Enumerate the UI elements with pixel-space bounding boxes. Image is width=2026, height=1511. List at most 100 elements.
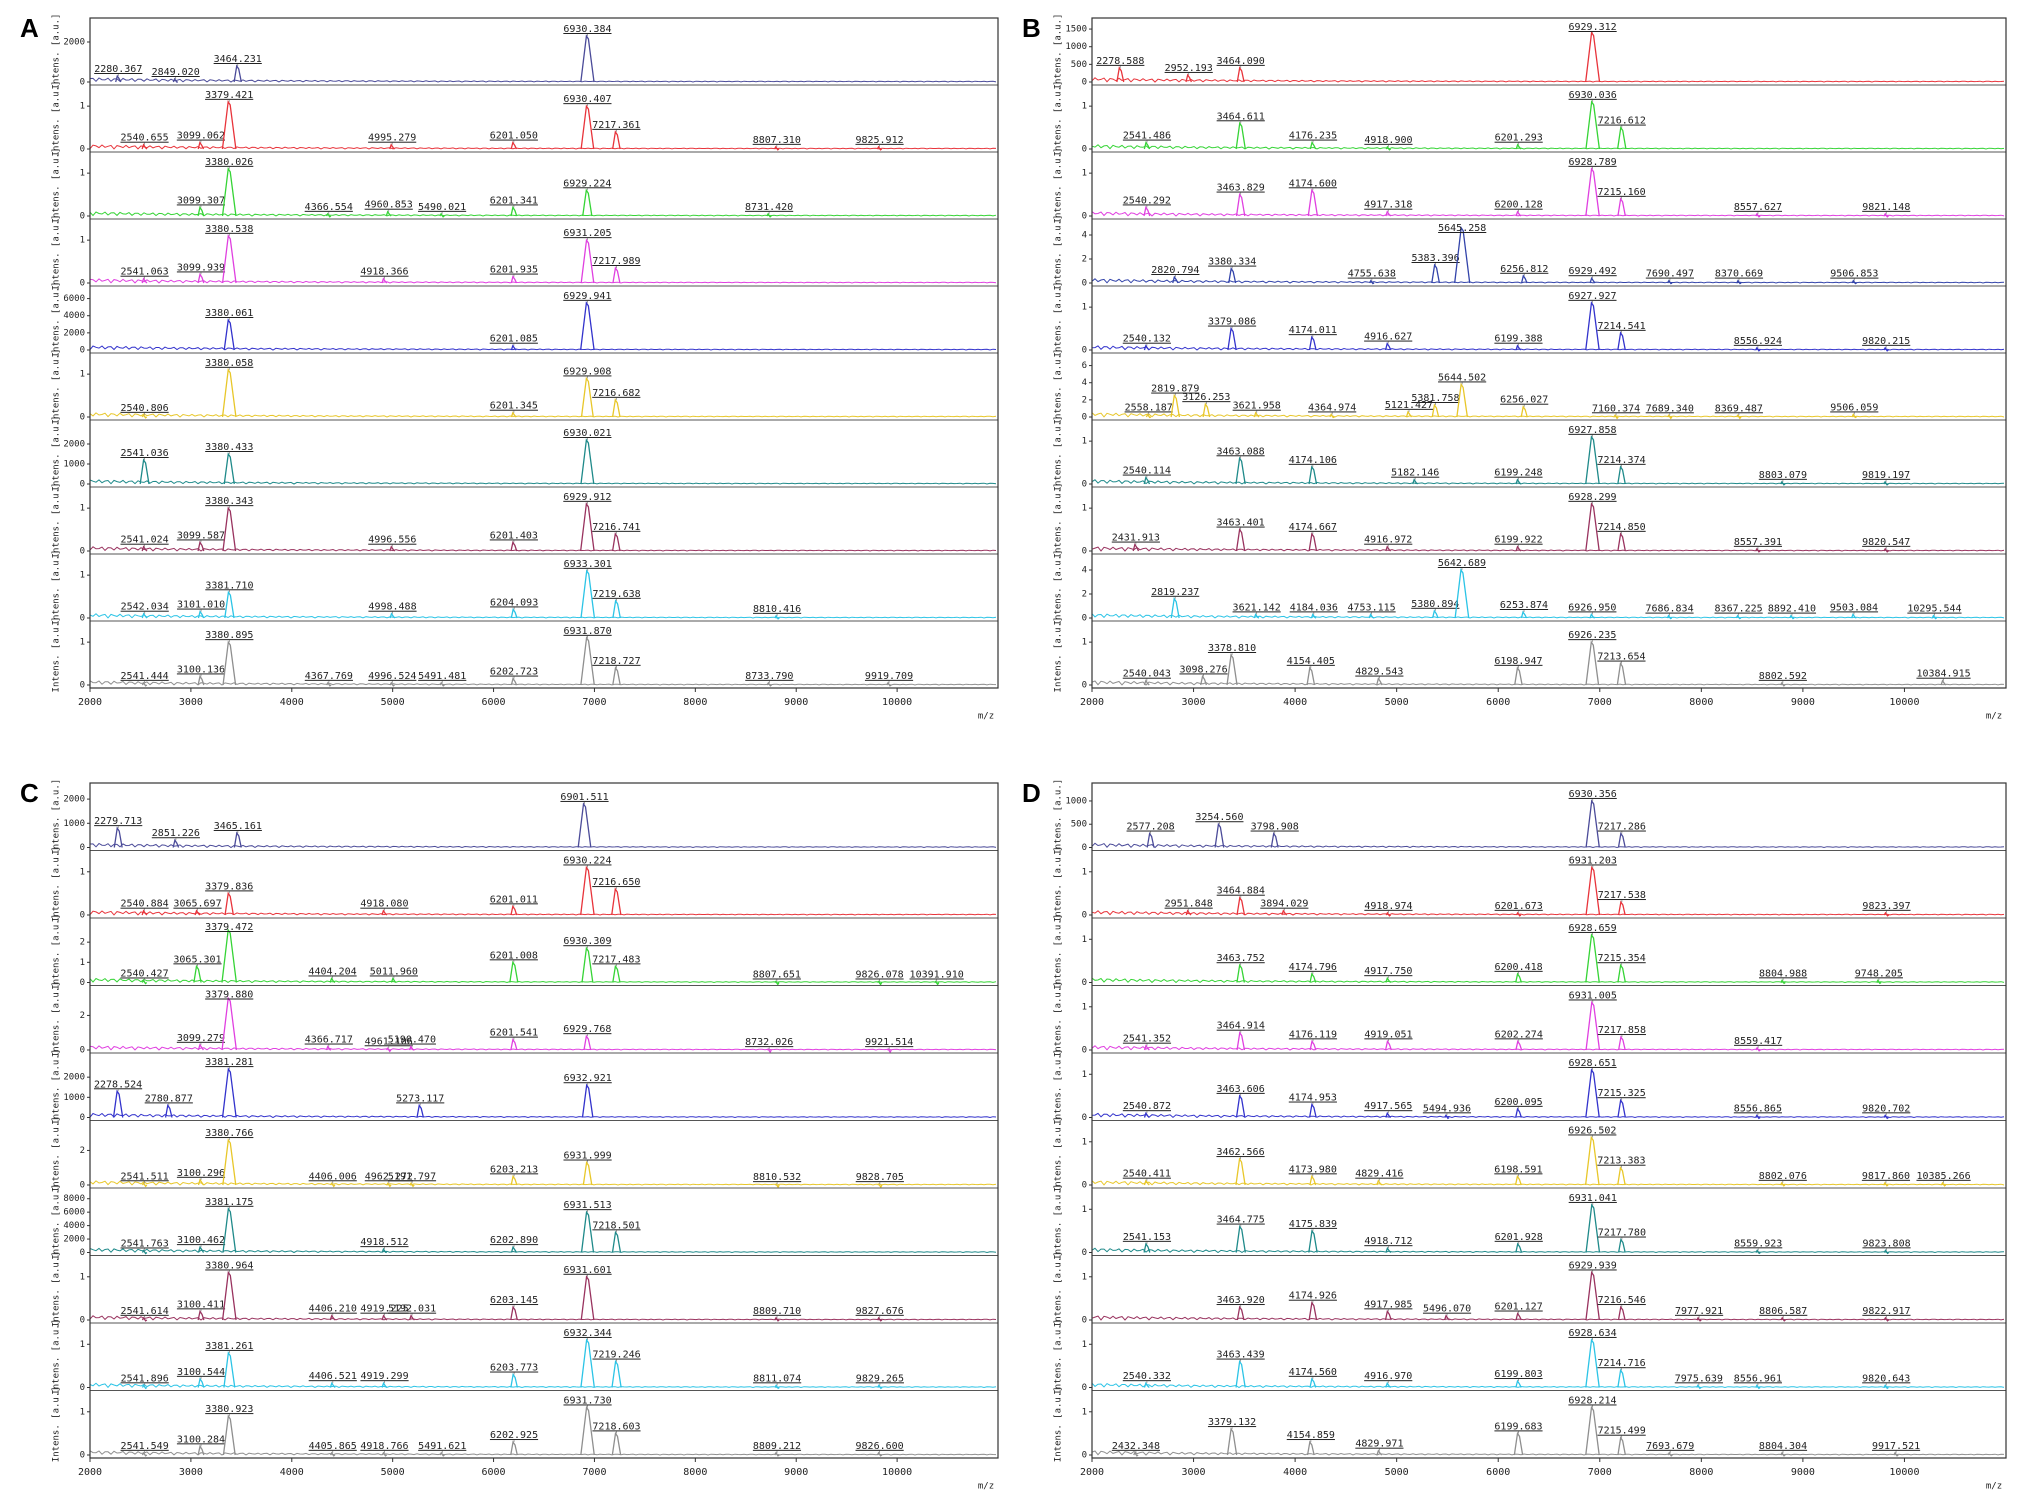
peak-label: 4918.366 bbox=[360, 267, 408, 278]
peak-label: 4962.272 bbox=[365, 1171, 413, 1182]
peak bbox=[1143, 1044, 1150, 1051]
y-tick-label: 0 bbox=[1082, 212, 1087, 222]
peak bbox=[325, 212, 332, 218]
peak bbox=[1308, 335, 1317, 351]
peak bbox=[1585, 30, 1601, 83]
peak-label: 6200.095 bbox=[1494, 1097, 1542, 1108]
peak-label: 7218.603 bbox=[592, 1421, 640, 1432]
peak bbox=[1515, 1311, 1522, 1321]
peak bbox=[934, 980, 940, 986]
peak bbox=[1585, 167, 1600, 217]
baseline bbox=[1091, 613, 2005, 619]
peak bbox=[580, 1405, 595, 1456]
peak-label: 8370.669 bbox=[1715, 269, 1763, 280]
peak bbox=[141, 1451, 148, 1457]
peak-label: 8806.587 bbox=[1759, 1306, 1807, 1317]
peak-label: 2819.237 bbox=[1151, 587, 1199, 598]
peak bbox=[580, 1210, 595, 1253]
peak bbox=[774, 1183, 780, 1189]
peak-label: 6201.935 bbox=[490, 265, 538, 276]
peak-label: 4919.051 bbox=[1364, 1029, 1412, 1040]
y-tick-label: 0 bbox=[1082, 78, 1087, 88]
peak-label: 9828.705 bbox=[856, 1172, 904, 1183]
peak bbox=[1385, 1381, 1392, 1388]
y-tick-label: 1 bbox=[80, 370, 85, 380]
x-tick-label: 3000 bbox=[179, 1467, 203, 1478]
peak bbox=[774, 1384, 780, 1390]
peak bbox=[221, 234, 237, 284]
peak-label: 3381.261 bbox=[205, 1341, 253, 1352]
peak bbox=[1454, 568, 1470, 619]
peak-label: 3463.752 bbox=[1217, 953, 1265, 964]
peak-label: 2542.034 bbox=[121, 602, 169, 613]
peak-label: 8556.924 bbox=[1734, 336, 1782, 347]
y-axis-label: Intens. [a.u.] bbox=[52, 1049, 62, 1125]
peak-label: 8809.212 bbox=[753, 1441, 801, 1452]
peak-label: 4917.750 bbox=[1364, 966, 1412, 977]
peak bbox=[1369, 279, 1375, 285]
peak bbox=[197, 1309, 205, 1321]
peak-label: 6927.927 bbox=[1568, 291, 1616, 302]
x-tick-label: 2000 bbox=[1080, 1467, 1104, 1478]
peak bbox=[611, 1359, 622, 1388]
y-tick-label: 2000 bbox=[63, 328, 85, 338]
y-tick-label: 1 bbox=[1082, 1272, 1087, 1282]
peak bbox=[1585, 1068, 1600, 1118]
peak-label: 7217.361 bbox=[592, 120, 640, 131]
peak-label: 7689.340 bbox=[1646, 403, 1694, 414]
y-tick-label: 4 bbox=[1082, 566, 1087, 576]
y-axis-label: Intens. [a.u.] bbox=[1054, 1184, 1064, 1260]
peak-label: 10385.266 bbox=[1916, 1171, 1970, 1182]
peak bbox=[385, 210, 392, 217]
peak-label: 7216.546 bbox=[1598, 1295, 1646, 1306]
peak bbox=[580, 569, 596, 619]
peak-label: 7690.497 bbox=[1646, 269, 1694, 280]
y-tick-label: 2000 bbox=[63, 440, 85, 450]
peak bbox=[1514, 666, 1523, 686]
peak bbox=[877, 1183, 883, 1189]
peak bbox=[1585, 1270, 1601, 1321]
peak-label: 7215.499 bbox=[1598, 1426, 1646, 1437]
y-tick-label: 1 bbox=[1082, 1137, 1087, 1147]
peak bbox=[1235, 527, 1246, 552]
peak bbox=[510, 140, 518, 150]
peak-label: 2577.208 bbox=[1127, 822, 1175, 833]
x-tick-label: 2000 bbox=[78, 697, 102, 708]
peak bbox=[1883, 1384, 1889, 1390]
y-tick-label: 1 bbox=[1082, 504, 1087, 514]
y-tick-label: 2000 bbox=[63, 1073, 85, 1083]
x-tick-label: 6000 bbox=[1486, 697, 1510, 708]
baseline bbox=[1091, 1180, 2005, 1186]
x-tick-label: 4000 bbox=[1283, 1467, 1307, 1478]
peak bbox=[1666, 614, 1673, 620]
peak bbox=[1309, 972, 1317, 983]
peak bbox=[1515, 478, 1522, 485]
y-tick-label: 0 bbox=[80, 480, 85, 490]
y-tick-label: 0 bbox=[1082, 1451, 1087, 1461]
peak bbox=[1851, 612, 1857, 619]
peak bbox=[329, 1314, 336, 1321]
peak-label: 3380.058 bbox=[205, 358, 253, 369]
peak bbox=[224, 590, 235, 619]
baseline bbox=[1091, 1045, 2005, 1051]
peak-label: 3463.088 bbox=[1216, 446, 1264, 457]
peak bbox=[1385, 210, 1392, 217]
baseline bbox=[89, 613, 997, 619]
peak-label: 3100.136 bbox=[177, 664, 225, 675]
peak bbox=[1515, 344, 1522, 351]
baseline bbox=[89, 479, 997, 485]
peak-label: 4998.488 bbox=[368, 602, 416, 613]
peak bbox=[1309, 1174, 1317, 1186]
peak-label: 6199.248 bbox=[1494, 468, 1542, 479]
peak-label: 7160.374 bbox=[1592, 403, 1640, 414]
peak-label: 3381.281 bbox=[205, 1057, 253, 1068]
peak bbox=[877, 1384, 883, 1390]
y-axis-label: Intens. [a.u.] bbox=[52, 148, 62, 224]
peak-label: 9917.521 bbox=[1872, 1441, 1920, 1452]
y-tick-label: 6000 bbox=[63, 294, 85, 304]
peak bbox=[389, 681, 395, 687]
panel-letter: D bbox=[1022, 778, 1041, 808]
peak bbox=[222, 1414, 236, 1456]
peak bbox=[510, 344, 517, 351]
